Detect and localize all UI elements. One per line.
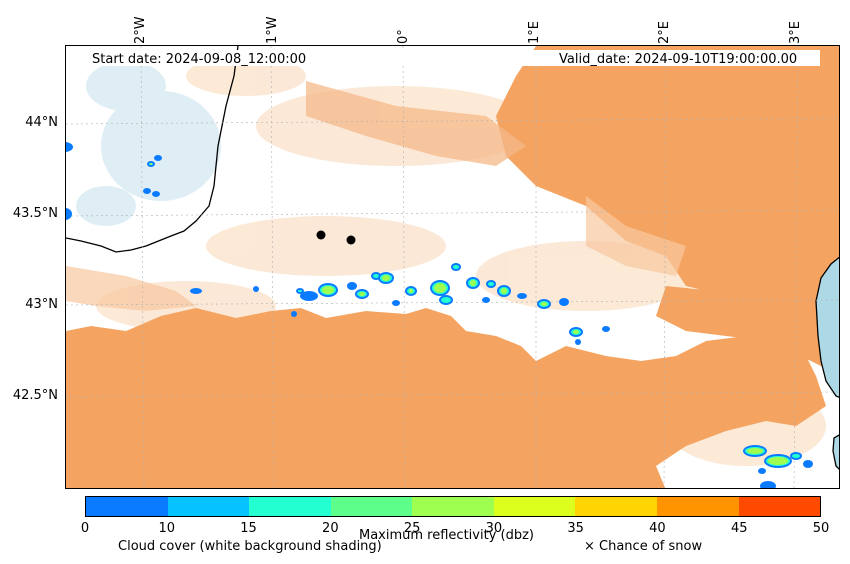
- reflectivity-cell: [66, 208, 72, 220]
- reflectivity-cell: [152, 191, 160, 197]
- reflectivity-cell: [143, 188, 151, 194]
- start-date-label: Start date: 2024-09-08_12:00:00: [92, 52, 307, 67]
- colorbar-segment: [412, 497, 494, 516]
- colorbar-segment: [575, 497, 657, 516]
- cloud-streak-southwest: [66, 266, 196, 311]
- lon-tick-0: 0°: [396, 29, 411, 44]
- reflectivity-cell: [602, 326, 610, 332]
- sea-mediterranean-south: [832, 434, 839, 470]
- colorbar-segment: [249, 497, 331, 516]
- colorbar-tick-label: 10: [158, 521, 176, 536]
- lat-tick-43-5n: 43.5°N: [12, 206, 58, 221]
- colorbar-tick-label: 40: [649, 521, 666, 536]
- reflectivity-cell: [405, 286, 417, 296]
- colorbar-title: Maximum reflectivity (dbz): [359, 528, 534, 543]
- reflectivity-cell: [291, 311, 297, 317]
- reflectivity-cell: [296, 288, 304, 294]
- reflectivity-cell: [253, 286, 259, 292]
- reflectivity-cell: [486, 280, 496, 288]
- colorbar-tick-label: 20: [322, 521, 339, 536]
- colorbar-tick-label: 50: [812, 521, 830, 536]
- colorbar-segment: [656, 497, 739, 516]
- reflectivity-cell: [537, 299, 551, 309]
- reflectivity-cell: [66, 142, 73, 152]
- reflectivity-cell: [392, 300, 400, 306]
- colorbar-segment: [493, 497, 576, 516]
- reflectivity-cell: [466, 277, 480, 289]
- reflectivity-cell: [758, 468, 766, 474]
- colorbar-segment: [86, 497, 168, 516]
- cloud-region-east: [656, 286, 839, 375]
- lon-tick-2e: 2°E: [657, 21, 672, 44]
- reflectivity-cell: [803, 460, 813, 468]
- colorbar-segment: [167, 497, 250, 516]
- colorbar-tick-label: 15: [240, 521, 257, 536]
- reflectivity-cell: [451, 263, 461, 271]
- cloud-streak-north: [306, 81, 526, 166]
- colorbar-tick-label: 30: [485, 521, 503, 536]
- reflectivity-cell: [575, 339, 581, 345]
- lon-tick-1e: 1°E: [527, 21, 542, 44]
- colorbar-segment: [330, 497, 413, 516]
- reflectivity-cell: [300, 291, 318, 301]
- cloud-cover-layer: [66, 46, 839, 488]
- location-marker-2: [346, 235, 356, 245]
- cloud-region-south: [66, 308, 826, 488]
- cloud-cover-legend: Cloud cover (white background shading): [118, 539, 382, 554]
- colorbar-tick-label: 0: [80, 521, 90, 536]
- cloud-streak-central: [586, 196, 686, 276]
- reflectivity-cell: [559, 298, 569, 306]
- lat-tick-44n: 44°N: [25, 115, 58, 130]
- reflectivity-cell: [482, 297, 490, 303]
- reflectivity-cell: [764, 454, 792, 468]
- location-marker-1: [316, 230, 326, 240]
- gridlines: [66, 46, 839, 488]
- reflectivity-cell: [147, 161, 155, 167]
- reflectivity-cell: [569, 327, 583, 337]
- snow-legend: × Chance of snow: [584, 539, 703, 554]
- lon-tick-3e: 3°E: [788, 21, 803, 44]
- colorbar-segment: [738, 497, 821, 516]
- sea-mediterranean: [815, 256, 839, 398]
- sea-texture-biscay: [76, 61, 221, 226]
- reflectivity-cell: [760, 481, 776, 488]
- lat-tick-43n: 43°N: [25, 297, 58, 312]
- reflectivity-cell: [318, 283, 338, 297]
- colorbar-tick-label: 35: [567, 521, 584, 536]
- reflectivity-cell: [743, 445, 767, 457]
- reflectivity-cell: [190, 288, 202, 294]
- date-bar-background: [86, 50, 820, 66]
- lon-tick-1w: 1°W: [265, 16, 280, 44]
- valid-date-label: Valid_date: 2024-09-10T19:00:00.00: [559, 52, 798, 67]
- colorbar-tick-label: 45: [730, 521, 748, 536]
- colorbar-tick-label: 25: [403, 521, 421, 536]
- reflectivity-cell: [517, 293, 527, 299]
- reflectivity-cell: [154, 155, 162, 161]
- lon-tick-2w: 2°W: [133, 16, 148, 44]
- map-panel: [65, 45, 840, 489]
- reflectivity-cell: [430, 280, 450, 296]
- reflectivity-cell: [497, 285, 511, 297]
- reflectivity-colorbar: [85, 496, 821, 517]
- reflectivity-cells: [66, 142, 813, 488]
- coastline-biscay: [66, 46, 239, 253]
- reflectivity-cell: [378, 272, 394, 284]
- reflectivity-cell: [347, 282, 357, 290]
- reflectivity-cell: [439, 295, 453, 305]
- cloud-region-northeast: [496, 46, 839, 321]
- map-canvas: [66, 46, 839, 488]
- reflectivity-cell: [790, 452, 802, 460]
- reflectivity-cell: [355, 289, 369, 299]
- lat-tick-42-5n: 42.5°N: [12, 388, 58, 403]
